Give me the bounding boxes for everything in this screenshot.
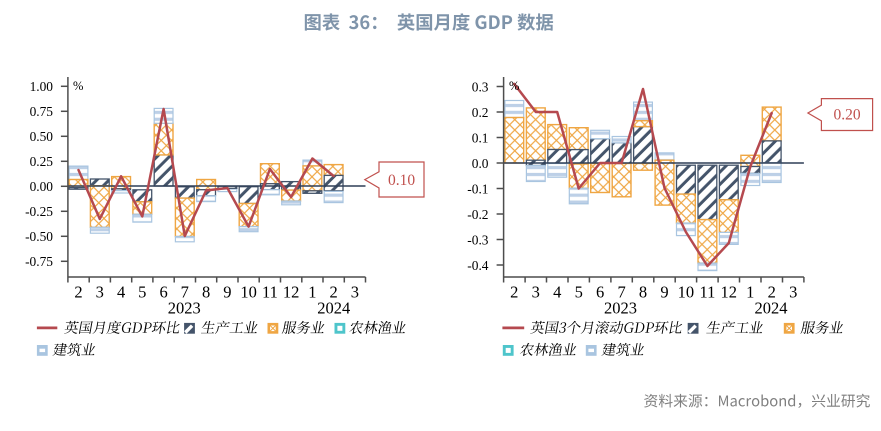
svg-text:9: 9 [223, 283, 231, 302]
svg-text:3: 3 [96, 283, 104, 302]
svg-text:-0.4: -0.4 [467, 258, 489, 273]
svg-text:10: 10 [240, 283, 257, 302]
svg-text:0.0: 0.0 [472, 156, 489, 171]
svg-text:12: 12 [283, 283, 300, 302]
svg-text:8: 8 [639, 283, 647, 302]
svg-text:2023: 2023 [604, 299, 637, 318]
svg-text:0.1: 0.1 [472, 130, 489, 145]
svg-text:-0.3: -0.3 [467, 232, 489, 247]
svg-text:0.10: 0.10 [388, 172, 415, 189]
svg-text:2024: 2024 [755, 299, 788, 318]
svg-text:1: 1 [308, 283, 316, 302]
svg-text:4: 4 [117, 283, 125, 302]
svg-text:0.50: 0.50 [30, 129, 54, 144]
svg-text:2024: 2024 [317, 299, 350, 318]
svg-text:-0.25: -0.25 [25, 204, 53, 219]
svg-text:1.00: 1.00 [30, 79, 54, 94]
svg-text:12: 12 [721, 283, 738, 302]
svg-text:2023: 2023 [168, 299, 201, 318]
svg-text:6: 6 [596, 283, 604, 302]
svg-text:0.3: 0.3 [472, 79, 489, 94]
svg-text:10: 10 [678, 283, 695, 302]
svg-text:4: 4 [553, 283, 561, 302]
svg-text:3: 3 [532, 283, 540, 302]
svg-text:2: 2 [74, 283, 82, 302]
svg-text:0.75: 0.75 [30, 104, 54, 119]
svg-text:5: 5 [138, 283, 146, 302]
svg-text:5: 5 [575, 283, 583, 302]
svg-text:7: 7 [181, 283, 189, 302]
svg-text:8: 8 [202, 283, 210, 302]
svg-text:2: 2 [510, 283, 518, 302]
svg-text:-0.1: -0.1 [467, 181, 488, 196]
svg-text:0.25: 0.25 [30, 154, 54, 169]
svg-text:%: % [73, 79, 83, 93]
svg-text:2: 2 [329, 283, 337, 302]
svg-text:1: 1 [746, 283, 754, 302]
svg-text:0.2: 0.2 [472, 105, 489, 120]
svg-text:6: 6 [159, 283, 167, 302]
svg-text:3: 3 [789, 283, 797, 302]
svg-text:-0.50: -0.50 [25, 229, 53, 244]
svg-text:11: 11 [262, 283, 278, 302]
svg-text:9: 9 [660, 283, 668, 302]
svg-text:11: 11 [699, 283, 715, 302]
svg-text:2: 2 [768, 283, 776, 302]
svg-text:3: 3 [351, 283, 359, 302]
svg-text:%: % [509, 79, 519, 93]
svg-text:0.00: 0.00 [30, 179, 54, 194]
svg-text:0.20: 0.20 [833, 107, 860, 124]
svg-text:-0.2: -0.2 [467, 207, 488, 222]
svg-text:-0.75: -0.75 [25, 254, 53, 269]
svg-text:7: 7 [617, 283, 625, 302]
